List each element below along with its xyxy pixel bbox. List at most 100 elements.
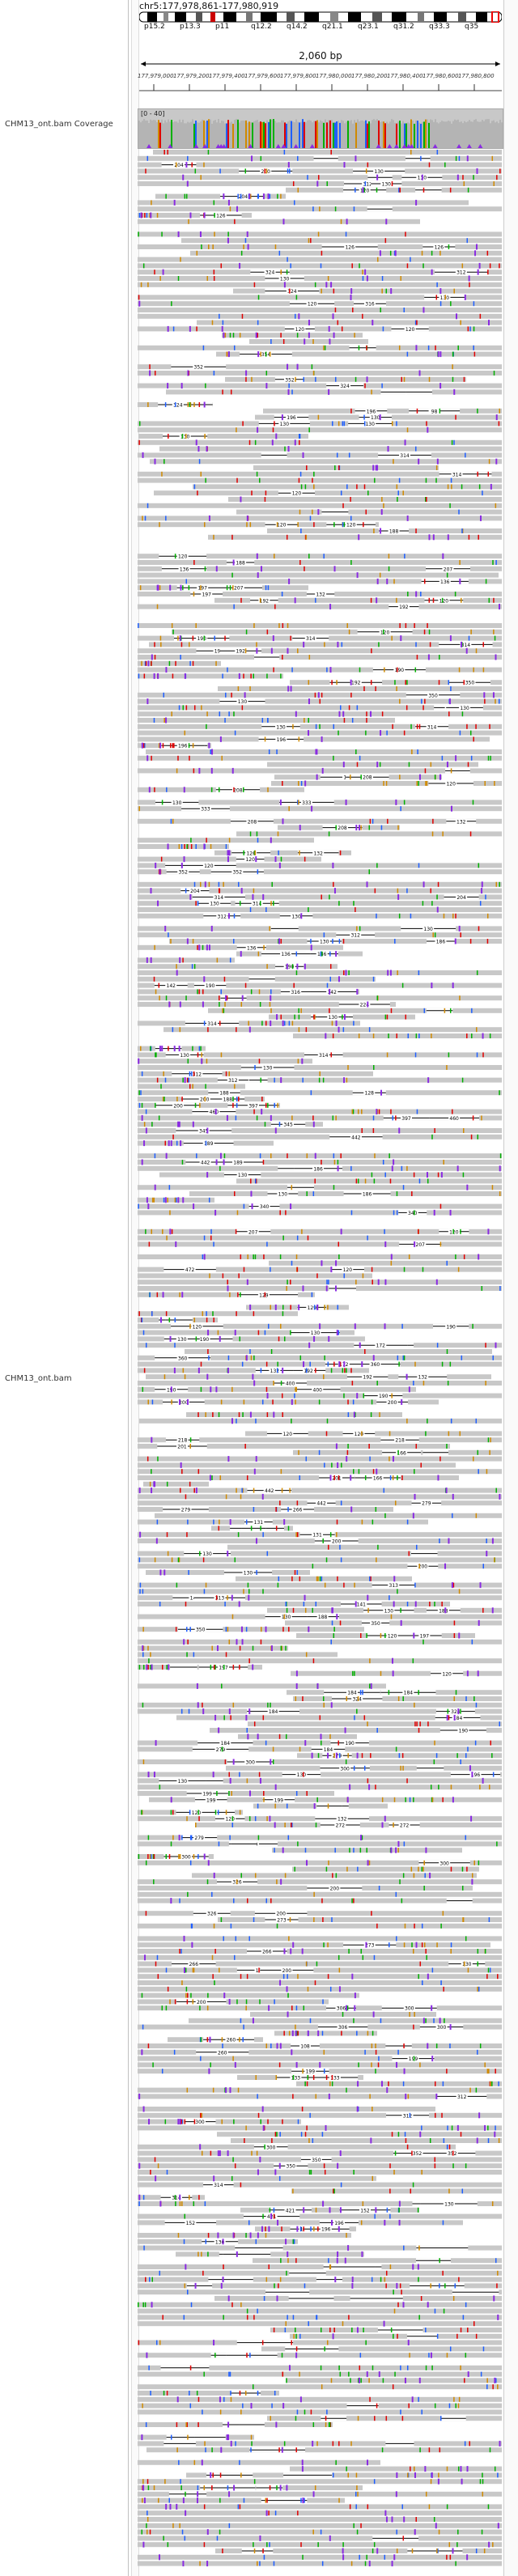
mismatch-base [154,2157,156,2162]
mismatch-base [352,1109,355,1114]
mismatch-base [413,2024,414,2030]
deletion-label-bg [193,1835,206,1840]
insertion-marker [321,1260,323,1267]
data-panel[interactable]: chr5:177,978,861-177,980,919 p15.2 p13.3 p… [138,0,503,2576]
mismatch-base [159,1785,161,1790]
insertion-marker [148,787,151,793]
mismatch-base [243,673,244,679]
mismatch-base [251,376,253,382]
deletion-size-label: 120 [178,554,188,560]
mismatch-base [151,1229,152,1234]
mismatch-base [375,2043,376,2048]
insertion-marker [170,1797,172,1803]
mismatch-base [198,459,201,465]
deletion-size-label: 184 [221,1741,231,1746]
deletion-size-label: 272 [400,1823,410,1829]
coverage-bar [380,121,381,148]
mismatch-base [232,939,235,944]
insertion-marker [405,144,411,148]
aligned-read [138,1879,502,1885]
mismatch-base [195,623,197,628]
coverage-track[interactable] [138,108,503,149]
mismatch-base [406,1418,408,1424]
mismatch-base [446,1260,448,1266]
coverage-bar [446,121,448,148]
mismatch-base [456,1753,458,1759]
coverage-bar [325,119,326,148]
deletion-size-label: 207 [444,567,453,572]
insertion-marker [221,144,227,148]
coverage-bar [482,120,483,148]
insertion-marker [424,2466,427,2472]
mismatch-base [140,1090,142,1096]
deletion-label-bg [206,1021,219,1026]
coverage-bar [334,122,336,148]
mismatch-base [260,2119,261,2124]
mismatch-base [295,1386,296,1392]
mismatch-base [170,939,172,944]
insertion-marker [184,673,186,679]
deletion-label-bg [258,1203,270,1209]
mismatch-base [317,1576,319,1581]
mismatch-base [367,490,369,496]
deletion-label-bg [452,1715,464,1721]
insertion-marker [167,325,169,332]
coverage-bar [329,120,331,148]
mismatch-base [185,193,188,199]
mismatch-base [375,1507,377,1512]
insertion-marker [176,2396,179,2403]
deletion-label-bg [176,1778,189,1784]
deletion-size-label: 132 [456,819,466,825]
aligned-read [138,503,502,508]
insertion-marker [436,906,439,913]
mismatch-base [434,2403,436,2408]
insertion-marker [236,1639,238,1645]
deletion-size-label: 196 [334,2221,344,2226]
mismatch-base [376,2403,378,2408]
insertion-marker [173,199,176,206]
insertion-marker [195,439,197,446]
deletion-label-bg [273,1797,285,1802]
mismatch-base [361,1128,363,1133]
deletion-label-bg [364,421,376,427]
chromosome-ideogram[interactable] [139,11,502,23]
mismatch-base [487,269,489,275]
deletion-label-bg [202,1551,214,1556]
ruler-tick-label: 177,980,200 [351,73,388,79]
mismatch-base [495,2069,496,2074]
coverage-bar [237,119,239,148]
aligned-read [192,1873,477,1878]
mismatch-base [210,2062,211,2068]
mismatch-base [473,1456,474,1462]
aligned-read [138,673,283,679]
mismatch-base [206,711,208,717]
insertion-marker [226,1114,228,1121]
mismatch-base [257,320,259,325]
coverage-track-label[interactable]: CHM13_ont.bam Coverage [5,120,113,129]
alignment-track-label[interactable]: CHM13_ont.bam [5,1374,72,1383]
coverage-bar [441,121,443,148]
mismatch-base [172,1810,174,1815]
coverage-bar [391,119,393,148]
deletion-size-label: 218 [395,1438,405,1444]
mismatch-base [386,730,388,736]
mismatch-base [234,1954,236,1960]
mismatch-base [287,623,289,628]
coverage-bar [451,123,452,148]
mismatch-base [421,2170,422,2175]
deletion-label-bg [214,1595,226,1601]
mismatch-base [165,1967,168,1973]
alignment-reads[interactable]: 2042001301303121301202042041261261263123… [138,149,502,2573]
insertion-marker [177,2119,180,2125]
insertion-marker [217,2150,219,2157]
deletion-label-bg [176,1437,189,1443]
mismatch-base [389,2264,392,2269]
deletion-size-label: 400 [286,1381,295,1387]
coverage-bar [260,121,261,148]
coverage-bar [308,120,310,148]
mismatch-base [324,1582,326,1588]
deletion-label-bg [261,1949,273,1954]
mismatch-base [448,680,450,685]
aligned-read [138,1759,502,1764]
insertion-marker [451,1582,453,1589]
